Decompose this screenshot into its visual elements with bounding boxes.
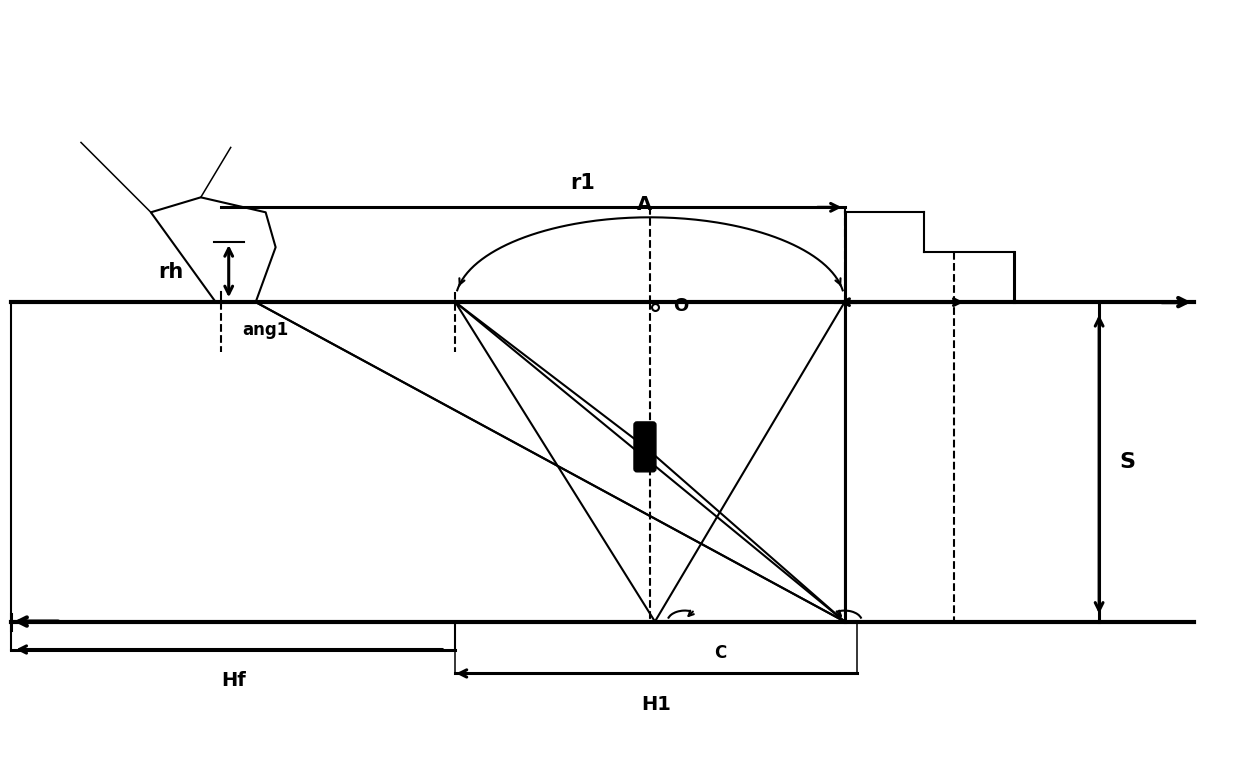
Text: ang1: ang1	[243, 321, 289, 339]
Text: H1: H1	[641, 696, 671, 715]
Text: r1: r1	[570, 173, 595, 193]
FancyBboxPatch shape	[634, 422, 656, 472]
Text: A: A	[637, 195, 652, 214]
Text: rh: rh	[159, 262, 184, 282]
Text: O: O	[673, 298, 688, 315]
Text: S: S	[1118, 452, 1135, 472]
Text: C: C	[714, 643, 725, 662]
Text: Hf: Hf	[221, 671, 246, 690]
